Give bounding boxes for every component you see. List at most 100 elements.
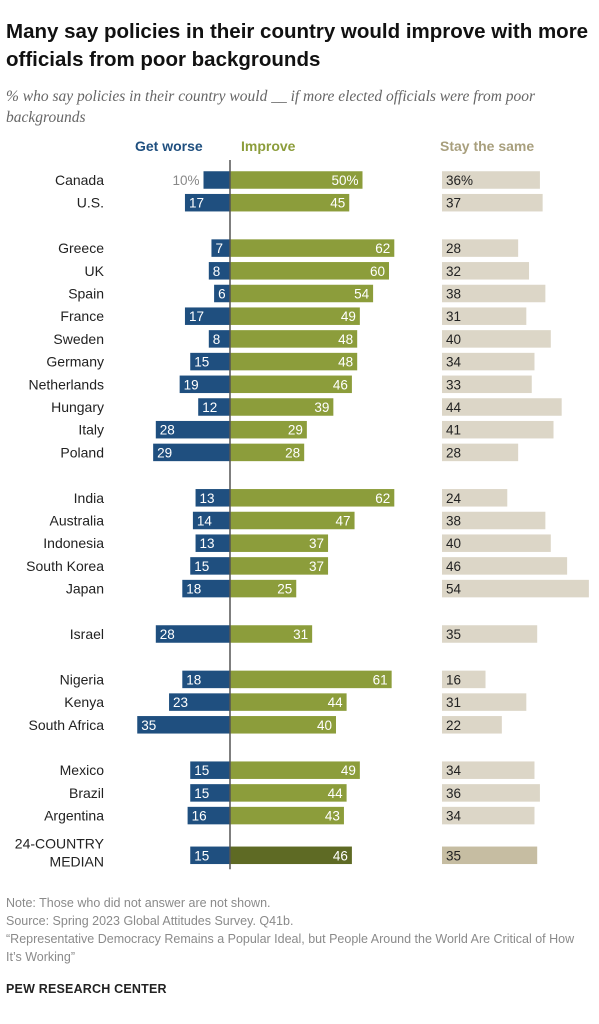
data-label-stay-the-same-greece: 28 (446, 241, 461, 256)
bar-stay-the-same-canada (442, 171, 540, 189)
bar-stay-the-same-italy (442, 420, 554, 439)
bar-improve-nigeria (230, 670, 392, 689)
bar-stay-the-same-germany (442, 352, 535, 371)
data-label-get-worse-south-africa: 35 (141, 718, 156, 733)
data-label-get-worse-indonesia: 13 (200, 536, 215, 551)
column-header-get-worse: Get worse (135, 138, 203, 154)
bar-get-worse-india (195, 489, 230, 507)
data-label-get-worse-israel: 28 (160, 627, 175, 642)
bar-improve-germany (230, 352, 358, 371)
bar-stay-the-same-south-africa (442, 716, 502, 734)
data-label-improve-south-africa: 40 (317, 718, 332, 733)
data-label-stay-the-same-hungary: 44 (446, 400, 462, 415)
bar-stay-the-same-sweden (442, 330, 551, 348)
bar-improve-spain (230, 284, 374, 303)
bar-stay-the-same-france (442, 307, 527, 325)
data-label-stay-the-same-indonesia: 40 (446, 536, 461, 551)
data-label-stay-the-same-india: 24 (446, 491, 462, 506)
bar-stay-the-same-hungary (442, 398, 562, 416)
bar-improve-hungary (230, 398, 334, 416)
data-label-get-worse-poland: 29 (157, 445, 172, 460)
bar-get-worse-uk (208, 262, 230, 280)
pew-research-center-logo: PEW RESEARCH CENTER (6, 982, 167, 996)
bar-get-worse-nigeria (182, 670, 230, 689)
bar-get-worse-poland (153, 443, 230, 462)
bar-stay-the-same-spain (442, 284, 546, 303)
data-label-stay-the-same-japan: 54 (446, 582, 462, 597)
bar-stay-the-same-india (442, 489, 508, 507)
chart-title: Many say policies in their country would… (6, 20, 589, 71)
bar-stay-the-same-brazil (442, 784, 540, 802)
data-label-stay-the-same-spain: 38 (446, 287, 461, 302)
footnotes: Note: Those who did not answer are not s… (6, 894, 591, 966)
category-label-italy: Italy (78, 422, 104, 438)
bar-improve-france (230, 307, 360, 325)
bar-stay-the-same-israel (442, 625, 538, 643)
data-label-improve-indonesia: 37 (309, 536, 324, 551)
data-label-improve-australia: 47 (336, 514, 351, 529)
category-label-poland: Poland (60, 444, 104, 460)
data-label-stay-the-same-germany: 34 (446, 355, 462, 370)
data-label-improve-brazil: 44 (328, 786, 344, 801)
bar-improve-greece (230, 239, 395, 257)
bar-get-worse-italy (155, 420, 230, 439)
data-label-improve-kenya: 44 (328, 695, 344, 710)
bar-stay-the-same-argentina (442, 806, 535, 825)
category-label-south-africa: South Africa (29, 717, 105, 733)
bar-improve-argentina (230, 806, 344, 825)
category-label-median-line: MEDIAN (50, 853, 104, 869)
category-label-germany: Germany (46, 354, 104, 370)
bar-stay-the-same-24-country-median (442, 846, 538, 865)
data-label-stay-the-same-france: 31 (446, 309, 461, 324)
data-label-improve-uk: 60 (370, 264, 385, 279)
bar-get-worse-spain (214, 284, 230, 303)
data-label-improve-mexico: 49 (341, 763, 356, 778)
data-label-improve-south-korea: 37 (309, 559, 324, 574)
category-label-japan: Japan (66, 581, 104, 597)
data-label-improve-poland: 28 (285, 445, 300, 460)
data-label-get-worse-u-s: 17 (189, 196, 204, 211)
data-label-improve-netherlands: 46 (333, 377, 348, 392)
report-title-text: “Representative Democracy Remains a Popu… (6, 932, 575, 964)
note-text: Note: Those who did not answer are not s… (6, 896, 271, 910)
data-label-improve-spain: 54 (354, 287, 370, 302)
bar-improve-u-s (230, 193, 350, 212)
category-label-sweden: Sweden (53, 331, 104, 347)
data-label-stay-the-same-south-africa: 22 (446, 718, 461, 733)
bar-stay-the-same-greece (442, 239, 519, 257)
chart-subtitle: % who say policies in their country woul… (6, 88, 536, 126)
data-label-get-worse-nigeria: 18 (186, 672, 201, 687)
bar-get-worse-south-africa (137, 716, 230, 734)
data-label-get-worse-france: 17 (189, 309, 204, 324)
category-label-indonesia: Indonesia (43, 535, 104, 551)
category-label-uk: UK (85, 263, 105, 279)
bar-get-worse-australia (192, 511, 230, 530)
bar-improve-sweden (230, 330, 358, 348)
data-label-improve-hungary: 39 (314, 400, 329, 415)
category-label-u-s: U.S. (77, 195, 104, 211)
bar-get-worse-greece (211, 239, 230, 257)
data-label-get-worse-greece: 7 (215, 241, 223, 256)
bar-get-worse-netherlands (179, 375, 230, 394)
category-label-argentina: Argentina (44, 808, 104, 824)
data-label-stay-the-same-netherlands: 33 (446, 377, 461, 392)
data-label-get-worse-brazil: 15 (194, 786, 209, 801)
category-label-greece: Greece (58, 240, 104, 256)
bar-stay-the-same-japan (442, 579, 589, 598)
bar-improve-canada (230, 171, 363, 189)
data-label-stay-the-same-italy: 41 (446, 423, 461, 438)
data-label-stay-the-same-kenya: 31 (446, 695, 461, 710)
bar-improve-italy (230, 420, 307, 439)
bar-stay-the-same-australia (442, 511, 546, 530)
data-label-get-worse-spain: 6 (218, 287, 226, 302)
bar-improve-netherlands (230, 375, 352, 394)
category-label-kenya: Kenya (64, 694, 104, 710)
column-header-improve: Improve (241, 138, 296, 154)
bar-get-worse-argentina (187, 806, 230, 825)
bar-improve-israel (230, 625, 313, 643)
data-label-get-worse-south-korea: 15 (194, 559, 209, 574)
data-label-stay-the-same-u-s: 37 (446, 196, 461, 211)
bar-get-worse-france (184, 307, 230, 325)
data-label-stay-the-same-nigeria: 16 (446, 672, 461, 687)
data-label-get-worse-mexico: 15 (194, 763, 209, 778)
